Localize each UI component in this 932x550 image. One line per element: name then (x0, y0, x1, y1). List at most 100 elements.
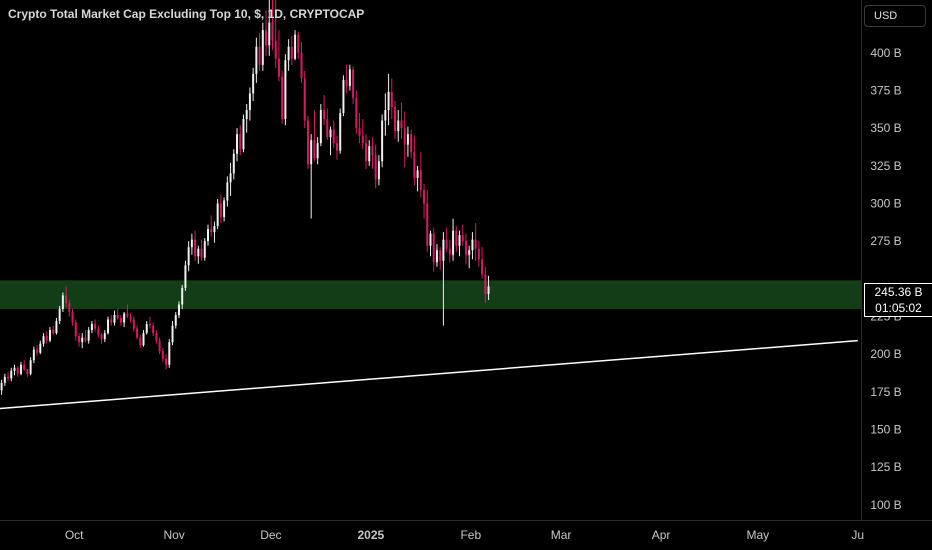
candle[interactable] (152, 322, 155, 337)
candle[interactable] (148, 316, 151, 329)
candle[interactable] (226, 176, 229, 207)
candle[interactable] (313, 110, 316, 162)
candle[interactable] (258, 33, 261, 71)
candle[interactable] (461, 224, 464, 246)
candle[interactable] (342, 75, 345, 117)
candle[interactable] (90, 321, 93, 334)
candle[interactable] (419, 152, 422, 198)
candle[interactable] (23, 360, 26, 371)
candle[interactable] (294, 30, 297, 61)
candle[interactable] (416, 165, 419, 192)
candle[interactable] (358, 113, 361, 144)
candle[interactable] (3, 373, 6, 386)
candle[interactable] (61, 292, 64, 312)
candle[interactable] (129, 313, 132, 323)
candle[interactable] (155, 330, 158, 344)
candle[interactable] (316, 137, 319, 165)
candle[interactable] (119, 315, 122, 326)
candle[interactable] (100, 333, 103, 344)
candle[interactable] (0, 379, 3, 395)
candle[interactable] (187, 241, 190, 272)
candle[interactable] (374, 144, 377, 189)
candle[interactable] (306, 116, 309, 169)
candle[interactable] (36, 345, 39, 356)
candle[interactable] (242, 114, 245, 153)
candle[interactable] (365, 134, 368, 169)
candle[interactable] (116, 308, 119, 320)
candle[interactable] (265, 10, 268, 56)
candle[interactable] (78, 333, 81, 347)
support-zone[interactable] (0, 280, 861, 309)
candle[interactable] (223, 197, 226, 222)
candle[interactable] (7, 372, 10, 382)
candle[interactable] (487, 275, 490, 300)
candle[interactable] (468, 245, 471, 269)
candle[interactable] (271, 0, 274, 50)
candle[interactable] (219, 194, 222, 224)
candle[interactable] (29, 357, 32, 376)
candle[interactable] (197, 245, 200, 264)
candle[interactable] (81, 333, 84, 349)
candle[interactable] (297, 31, 300, 59)
candle[interactable] (26, 369, 29, 377)
candle[interactable] (123, 312, 126, 328)
candle[interactable] (132, 316, 135, 332)
candle[interactable] (400, 102, 403, 139)
candle[interactable] (84, 330, 87, 343)
candle[interactable] (16, 366, 19, 377)
candle[interactable] (139, 334, 142, 349)
candle[interactable] (42, 333, 45, 347)
candle[interactable] (319, 104, 322, 147)
candle[interactable] (310, 134, 313, 219)
candle[interactable] (58, 305, 61, 325)
candle[interactable] (471, 232, 474, 260)
candle[interactable] (39, 340, 42, 355)
candle[interactable] (426, 189, 429, 252)
candle[interactable] (190, 233, 193, 255)
candle[interactable] (474, 223, 477, 261)
candle[interactable] (74, 319, 77, 341)
candle[interactable] (448, 239, 451, 263)
candle[interactable] (168, 339, 171, 368)
candle[interactable] (236, 128, 239, 162)
candle[interactable] (142, 330, 145, 347)
candle[interactable] (323, 94, 326, 126)
candle[interactable] (145, 321, 148, 335)
candle[interactable] (361, 119, 364, 150)
candle[interactable] (229, 162, 232, 196)
candle[interactable] (171, 321, 174, 346)
candle[interactable] (335, 135, 338, 160)
candle[interactable] (65, 286, 68, 308)
candle[interactable] (481, 247, 484, 279)
candle[interactable] (326, 108, 329, 141)
candle[interactable] (274, 0, 277, 68)
candle[interactable] (255, 37, 258, 83)
trendline[interactable] (0, 339, 858, 410)
candle[interactable] (413, 135, 416, 186)
candle[interactable] (248, 87, 251, 121)
candle[interactable] (332, 120, 335, 148)
candle[interactable] (452, 218, 455, 261)
candle[interactable] (48, 327, 51, 343)
candle[interactable] (406, 126, 409, 157)
candle[interactable] (403, 111, 406, 168)
candle[interactable] (371, 137, 374, 169)
candle[interactable] (377, 155, 380, 186)
candle[interactable] (384, 93, 387, 136)
candle[interactable] (464, 233, 467, 264)
candle[interactable] (410, 129, 413, 159)
candle[interactable] (390, 78, 393, 120)
candle[interactable] (194, 230, 197, 261)
candle[interactable] (200, 239, 203, 261)
candle[interactable] (52, 325, 55, 335)
candle[interactable] (439, 247, 442, 270)
candle[interactable] (368, 140, 371, 166)
candle[interactable] (107, 316, 110, 335)
candle[interactable] (484, 266, 487, 303)
candle[interactable] (181, 284, 184, 309)
candle[interactable] (348, 64, 351, 91)
candle[interactable] (165, 354, 168, 370)
candle[interactable] (177, 301, 180, 319)
candle[interactable] (216, 198, 219, 230)
